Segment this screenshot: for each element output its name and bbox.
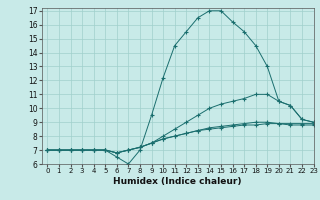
X-axis label: Humidex (Indice chaleur): Humidex (Indice chaleur) — [113, 177, 242, 186]
